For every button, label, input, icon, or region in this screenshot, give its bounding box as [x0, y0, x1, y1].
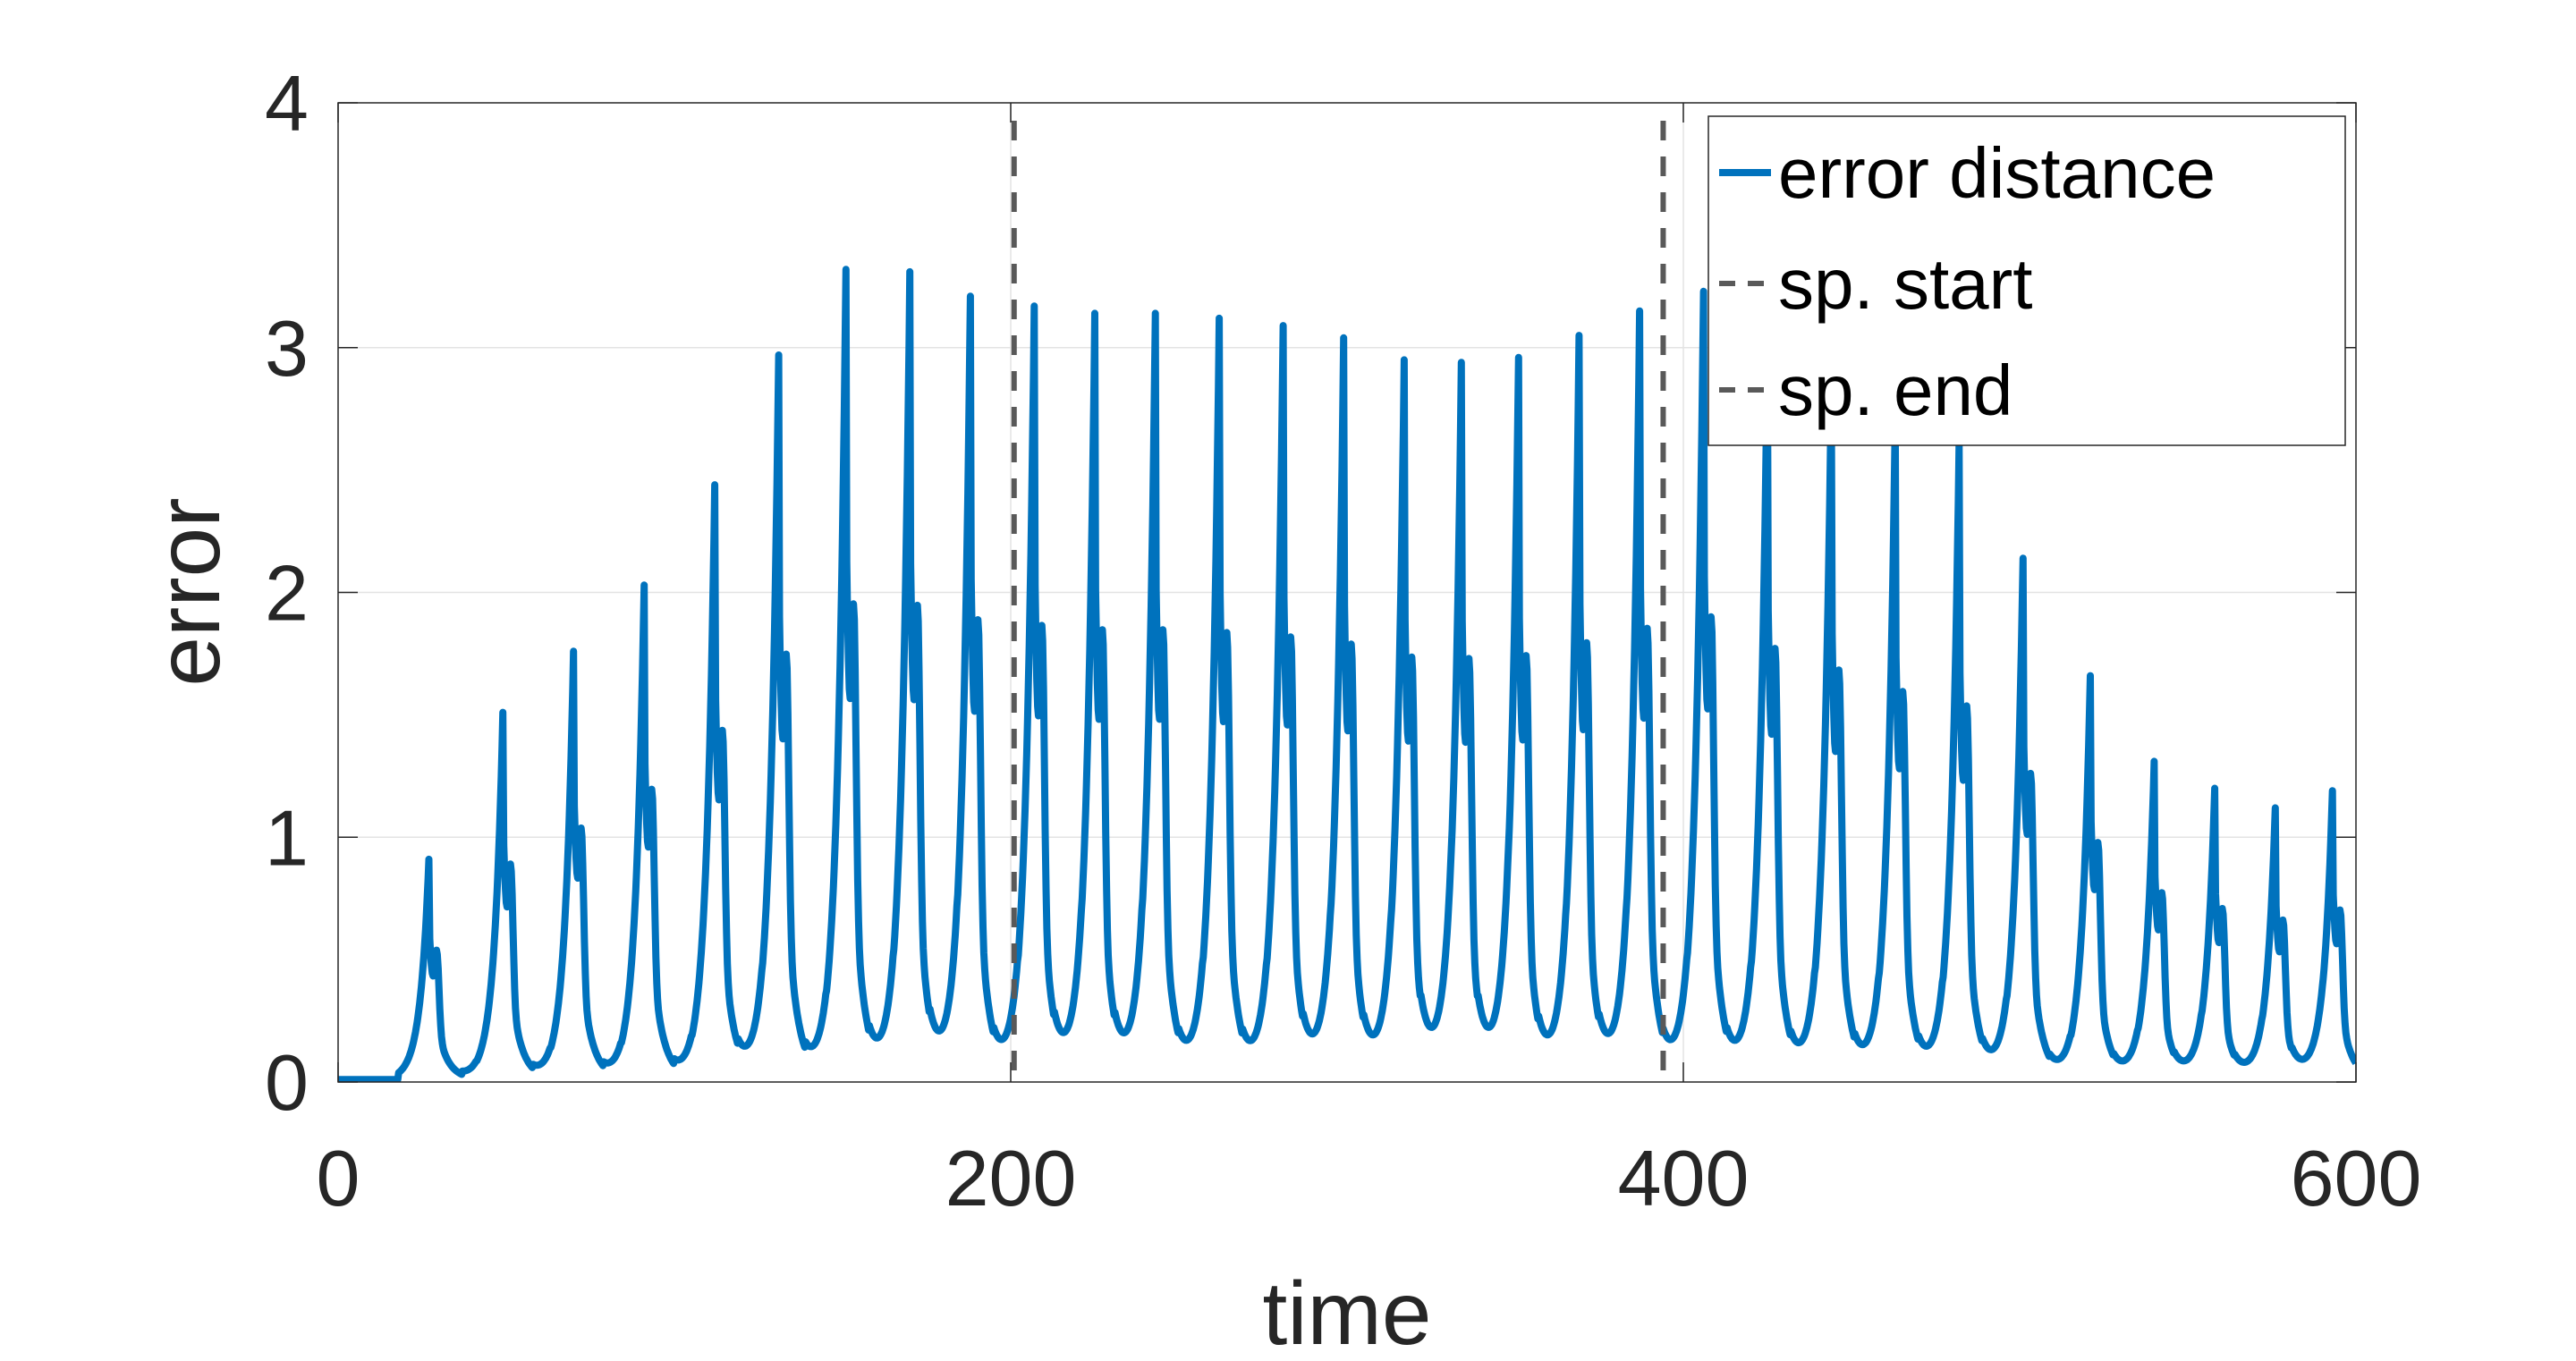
- legend-box: [1707, 115, 2346, 446]
- plot-content: [338, 121, 2356, 1082]
- y-tick-label: 0: [265, 1038, 309, 1127]
- y-tick-label: 1: [265, 793, 309, 882]
- x-axis-label: time: [1263, 1264, 1432, 1361]
- y-tick-label: 4: [265, 59, 309, 148]
- x-tick-label: 0: [317, 1134, 360, 1222]
- x-tick-label: 400: [1618, 1134, 1750, 1222]
- legend: error distance sp. start sp. end: [1707, 115, 2346, 446]
- axis-ticks: 0 1 2 3 4 0 200 400 600: [265, 59, 2421, 1222]
- legend-label-sp-start: sp. start: [1778, 244, 2033, 324]
- y-axis-label: error: [139, 497, 239, 686]
- series-line-error-distance: [338, 266, 2356, 1082]
- x-tick-label: 200: [945, 1134, 1077, 1222]
- legend-label-sp-end: sp. end: [1778, 351, 2012, 430]
- legend-label-error-distance: error distance: [1778, 133, 2216, 213]
- y-tick-label: 3: [265, 304, 309, 393]
- x-tick-label: 600: [2291, 1134, 2422, 1222]
- y-tick-label: 2: [265, 549, 309, 638]
